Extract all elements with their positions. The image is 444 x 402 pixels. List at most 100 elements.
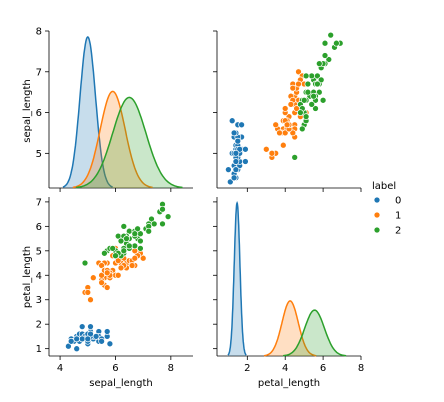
scatter-point-2	[291, 154, 299, 161]
scatter-point-2	[81, 259, 89, 267]
scatter-point-0	[78, 323, 86, 330]
scatter-point-0	[106, 340, 114, 348]
panel-petal-vs-sepal-ytick-label: 4	[36, 271, 42, 282]
scatter-point-1	[287, 101, 295, 108]
petal-length-kde-line-0	[227, 200, 247, 356]
scatter-point-2	[159, 220, 166, 228]
panel-petal-vs-sepal-ytick-label: 5	[36, 246, 42, 257]
scatter-point-0	[87, 323, 94, 330]
sepal-length-kde-line-1	[72, 90, 153, 189]
scatter-point-0	[103, 328, 111, 335]
panel-petal-diag-xtick-label: 6	[320, 363, 326, 374]
scatter-point-1	[87, 296, 94, 304]
legend-label-2: 2	[395, 226, 401, 237]
panel-sepal-diag-ytick-label: 8	[36, 27, 42, 38]
scatter-point-1	[98, 271, 105, 279]
scatter-point-2	[164, 213, 172, 220]
scatter-point-2	[109, 245, 117, 252]
scatter-point-2	[302, 113, 310, 120]
panel-petal-vs-sepal-ytick-label: 1	[36, 344, 42, 355]
scatter-point-1	[117, 264, 125, 272]
scatter-point-1	[281, 105, 289, 112]
scatter-point-1	[98, 262, 105, 269]
scatter-point-2	[101, 249, 108, 257]
x-axis-label-sepal-length: sepal_length	[89, 378, 153, 389]
scatter-point-1	[139, 254, 147, 262]
scatter-point-2	[300, 96, 308, 104]
scatter-point-1	[103, 284, 111, 291]
scatter-point-1	[279, 141, 287, 149]
sepal-length-kde-line-2	[75, 96, 183, 189]
y-axis-label-petal-length: petal_length	[22, 246, 33, 308]
scatter-point-1	[272, 121, 280, 129]
scatter-point-0	[232, 149, 240, 157]
scatter-point-1	[128, 262, 136, 269]
scatter-point-1	[131, 254, 139, 262]
panel-petal-vs-sepal-ytick-label: 2	[36, 320, 42, 331]
scatter-point-1	[84, 289, 92, 296]
scatter-point-2	[312, 105, 319, 112]
scatter-point-2	[137, 245, 144, 252]
scatter-point-1	[276, 129, 283, 137]
scatter-point-0	[98, 337, 105, 345]
scatter-point-2	[134, 225, 141, 233]
scatter-point-1	[283, 121, 291, 129]
scatter-point-2	[310, 92, 317, 100]
scatter-point-1	[295, 68, 302, 76]
scatter-point-1	[103, 269, 111, 277]
scatter-point-2	[125, 242, 133, 250]
legend-marker-2	[373, 226, 381, 234]
panel-petal-diag-xtick-label: 4	[282, 363, 288, 374]
scatter-point-2	[123, 235, 130, 242]
scatter-point-1	[262, 145, 270, 153]
scatter-point-0	[92, 333, 100, 340]
scatter-point-0	[230, 129, 238, 137]
scatter-point-2	[317, 76, 325, 84]
x-axis-label-petal-length: petal_length	[258, 378, 320, 389]
scatter-point-0	[242, 145, 249, 153]
scatter-point-2	[131, 242, 139, 250]
scatter-point-2	[325, 56, 333, 63]
scatter-point-2	[308, 72, 316, 80]
scatter-point-0	[67, 337, 75, 345]
scatter-point-1	[281, 129, 289, 137]
panel-petal-vs-sepal-xtick-label: 6	[112, 363, 118, 374]
panel-petal-vs-sepal-xtick-label: 4	[57, 363, 63, 374]
scatter-point-2	[314, 80, 321, 88]
scatter-point-2	[321, 52, 329, 59]
scatter-point-2	[304, 88, 312, 96]
scatter-point-2	[302, 72, 310, 80]
panel-petal-diag-xtick-label: 8	[358, 363, 364, 374]
scatter-point-0	[234, 137, 242, 145]
scatter-point-2	[159, 205, 166, 213]
scatter-point-0	[73, 335, 81, 343]
legend: label 0 1 2	[372, 181, 401, 237]
petal-length-kde-line-2	[282, 309, 347, 357]
scatter-point-1	[295, 80, 302, 88]
scatter-point-0	[225, 166, 232, 173]
scatter-point-0	[232, 158, 240, 165]
scatter-point-0	[65, 342, 72, 350]
scatter-point-1	[98, 279, 105, 286]
scatter-point-0	[73, 345, 81, 353]
panel-petal-vs-sepal-axes	[48, 197, 193, 357]
scatter-point-2	[298, 125, 306, 133]
scatter-point-2	[319, 96, 327, 104]
scatter-point-0	[236, 145, 244, 153]
legend-marker-0	[373, 196, 381, 204]
legend-marker-1	[373, 211, 381, 219]
panel-petal-vs-sepal-ytick-label: 6	[36, 222, 42, 233]
scatter-point-2	[333, 39, 340, 47]
scatter-point-2	[327, 31, 335, 39]
panel-petal-diag-axes	[216, 197, 361, 357]
legend-title: label	[372, 181, 396, 192]
scatter-point-2	[321, 39, 329, 47]
scatter-point-2	[150, 220, 158, 228]
petal-length-kde-line-1	[263, 300, 317, 357]
scatter-point-1	[268, 149, 276, 157]
scatter-point-0	[238, 121, 245, 129]
scatter-point-0	[226, 178, 234, 186]
scatter-point-0	[242, 158, 249, 165]
scatter-point-2	[112, 252, 119, 260]
